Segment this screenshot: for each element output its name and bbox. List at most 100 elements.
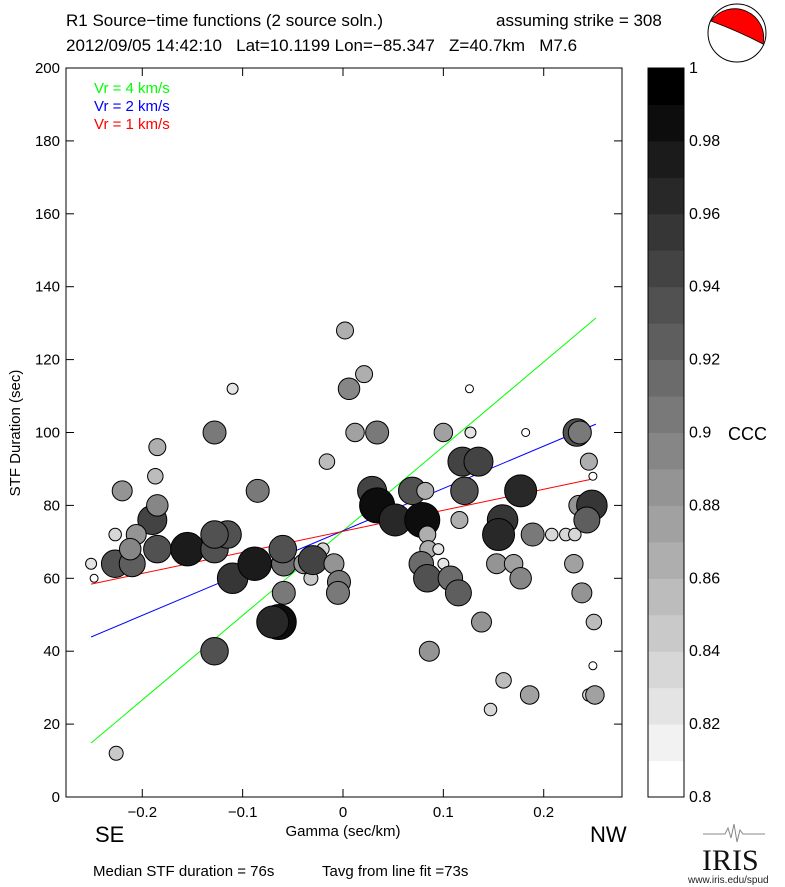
colorbar-tick-label: 0.88 — [689, 497, 720, 514]
data-point — [482, 518, 516, 552]
colorbar-tick-label: 0.82 — [689, 716, 720, 733]
data-point — [237, 546, 272, 581]
y-tick-label: 80 — [43, 497, 60, 514]
data-point — [256, 605, 290, 639]
data-point — [588, 661, 598, 671]
event-info: 2012/09/05 14:42:10 Lat=10.1199 Lon=−85.… — [66, 36, 577, 55]
colorbar-bin — [648, 140, 684, 178]
y-tick-label: 140 — [35, 279, 60, 296]
data-point — [579, 452, 598, 471]
strike-label: assuming strike = 308 — [496, 11, 662, 30]
data-point — [365, 420, 390, 445]
data-point — [567, 420, 592, 445]
colorbar-bin — [648, 578, 684, 616]
data-point — [148, 438, 167, 457]
iris-url: www.iris.edu/spud — [687, 875, 769, 886]
colorbar-frame — [647, 67, 685, 798]
data-point — [355, 365, 374, 384]
y-tick-label: 40 — [43, 643, 60, 660]
colorbar-bin — [648, 68, 684, 105]
y-tick-label: 160 — [35, 206, 60, 223]
colorbar-bin — [648, 432, 684, 470]
data-point — [504, 474, 538, 508]
data-point — [111, 480, 133, 502]
data-point — [226, 382, 239, 395]
data-point — [200, 520, 229, 549]
colorbar-tick-label: 0.94 — [689, 279, 720, 296]
data-point — [245, 478, 270, 503]
data-point — [495, 672, 512, 689]
data-point — [268, 534, 298, 564]
data-point — [564, 553, 584, 574]
y-tick-label: 100 — [35, 425, 60, 442]
colorbar-bin — [648, 505, 684, 543]
colorbar-tick-label: 0.9 — [689, 425, 711, 442]
data-point — [85, 557, 98, 570]
data-point — [571, 582, 593, 604]
plot-frame — [65, 67, 623, 798]
y-tick-label: 180 — [35, 133, 60, 150]
x-tick-label: 0.1 — [433, 804, 454, 821]
data-point — [118, 537, 142, 561]
colorbar-tick-label: 0.84 — [689, 643, 720, 660]
figure-title: R1 Source−time functions (2 source soln.… — [66, 11, 383, 30]
data-point — [325, 580, 350, 605]
data-point — [271, 580, 296, 605]
x-tick-label: 0.2 — [533, 804, 554, 821]
data-point — [432, 543, 445, 556]
data-point — [463, 446, 494, 477]
colorbar-tick-label: 0.96 — [689, 206, 720, 223]
y-tick-label: 20 — [43, 716, 60, 733]
iris-logo-text: IRIS — [702, 844, 759, 877]
median-stf: Median STF duration = 76s — [93, 863, 274, 880]
y-tick-label: 200 — [35, 60, 60, 77]
y-axis-label: STF Duration (sec) — [7, 370, 24, 497]
data-point — [297, 545, 328, 576]
colorbar-bin — [648, 651, 684, 689]
y-tick-label: 120 — [35, 352, 60, 369]
data-point — [573, 506, 601, 534]
plot-area: −0.2 −0.1 0 0.1 0.2 0 20 40 60 80 100 120 140 160 180… — [35, 60, 623, 821]
data-point — [143, 534, 172, 564]
colorbar-bin — [648, 104, 684, 142]
data-point — [509, 567, 532, 590]
data-point — [337, 377, 361, 401]
data-point — [521, 428, 531, 437]
data-point — [413, 564, 442, 593]
colorbar-bin — [648, 359, 684, 397]
colorbar-tick-label: 0.92 — [689, 352, 720, 369]
colorbar-label: CCC — [728, 424, 767, 444]
data-point — [147, 467, 164, 485]
colorbar-bin — [648, 177, 684, 215]
data-point — [108, 745, 124, 761]
direction-se: SE — [95, 822, 124, 847]
data-point — [486, 553, 508, 575]
data-point — [200, 636, 229, 666]
colorbar-bin — [648, 396, 684, 433]
colorbar-bin — [648, 724, 684, 762]
data-point — [89, 573, 99, 583]
data-point — [444, 579, 472, 607]
colorbar-bin — [648, 286, 684, 324]
data-point — [146, 494, 169, 517]
colorbar-bin — [648, 541, 684, 579]
data-point — [433, 422, 454, 443]
legend-entry: Vr = 2 km/s — [94, 98, 170, 115]
data-point — [416, 481, 435, 500]
data-point — [585, 613, 603, 631]
legend-entry: Vr = 4 km/s — [94, 80, 170, 97]
colorbar-bin — [648, 323, 684, 361]
colorbar-tick-label: 0.8 — [689, 789, 711, 806]
y-tick-label: 0 — [52, 789, 60, 806]
data-point — [519, 685, 540, 705]
data-point — [464, 384, 474, 394]
data-point — [483, 702, 498, 717]
data-point — [568, 527, 582, 542]
data-point — [336, 321, 355, 340]
x-tick-label: 0 — [339, 804, 347, 821]
colorbar-bin — [648, 213, 684, 251]
colorbar-tick-label: 0.98 — [689, 133, 720, 150]
data-point — [170, 531, 205, 567]
data-point — [585, 685, 605, 705]
colorbar-bin — [648, 614, 684, 652]
